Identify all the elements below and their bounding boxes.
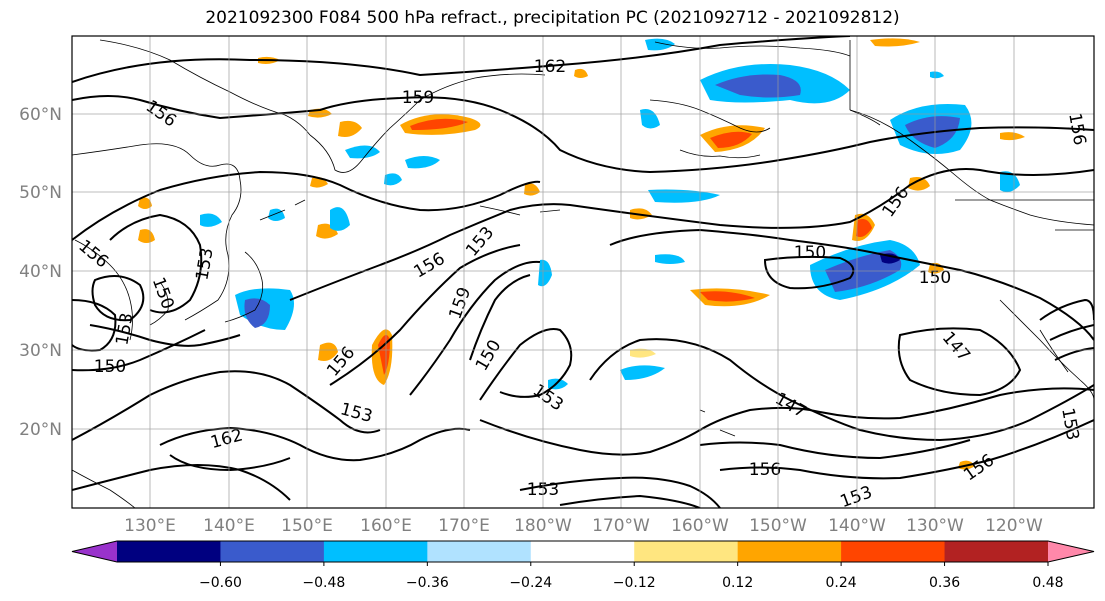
colorbar-tick-label: −0.24 [509, 575, 552, 591]
longitude-tick-label: 140°W [828, 516, 886, 536]
latitude-tick-label: 50°N [19, 183, 62, 203]
contour-label: 162 [534, 57, 566, 77]
plot-area: 162 159 156 156 153 150 150 153 156 159 … [72, 36, 1094, 508]
contour-label: 159 [402, 88, 434, 108]
latitude-tick-label: 40°N [19, 262, 62, 282]
colorbar-extend-high [1048, 541, 1094, 562]
colorbar-tick-label: −0.12 [613, 575, 656, 591]
colorbar-tick-label: 0.24 [826, 575, 857, 591]
longitude-tick-label: 160°W [671, 516, 729, 536]
latitude-labels: 60°N 50°N 40°N 30°N 20°N [19, 105, 62, 440]
colorbar-tick-label: −0.48 [302, 575, 345, 591]
longitude-tick-label: 170°E [438, 516, 490, 536]
longitude-tick-label: 150°E [281, 516, 333, 536]
colorbar-tick-label: 0.48 [1032, 575, 1063, 591]
colorbar: −0.60 −0.48 −0.36 −0.24 −0.12 0.12 0.24 0.36 0.4… [71, 540, 1095, 591]
colorbar-segment [944, 541, 1049, 562]
colorbar-tick-label: −0.60 [199, 575, 242, 591]
contour-label: 150 [794, 243, 826, 263]
longitude-tick-label: 170°W [592, 516, 650, 536]
colorbar-segment [530, 541, 635, 562]
gridlines [72, 36, 1094, 508]
colorbar-tick-label: 0.36 [929, 575, 960, 591]
colorbar-tick-label: 0.12 [722, 575, 753, 591]
latitude-tick-label: 30°N [19, 341, 62, 361]
map-title: 2021092300 F084 500 hPa refract., precip… [205, 8, 900, 28]
latitude-tick-label: 20°N [19, 420, 62, 440]
colorbar-segment [841, 541, 946, 562]
precip-shading [138, 38, 1025, 470]
longitude-tick-label: 140°E [203, 516, 255, 536]
plot-frame [71, 35, 1095, 509]
colorbar-tick-label: −0.36 [406, 575, 449, 591]
longitude-tick-label: 160°E [360, 516, 412, 536]
longitude-tick-label: 180°W [514, 516, 572, 536]
contour-label: 156 [749, 460, 781, 480]
colorbar-segment [737, 541, 842, 562]
coastlines [72, 39, 1094, 508]
colorbar-segment [634, 541, 739, 562]
longitude-tick-label: 120°W [985, 516, 1043, 536]
colorbar-outline [71, 540, 1095, 563]
longitude-tick-label: 130°W [906, 516, 964, 536]
contour-label: 150 [94, 357, 126, 377]
colorbar-segment [427, 541, 532, 562]
colorbar-segment [220, 541, 325, 562]
colorbar-extend-low [72, 541, 117, 562]
latitude-tick-label: 60°N [19, 105, 62, 125]
longitude-labels: 130°E 140°E 150°E 160°E 170°E 180°W 170°W 160°W… [124, 516, 1043, 536]
longitude-tick-label: 150°W [749, 516, 807, 536]
colorbar-segment [323, 541, 428, 562]
colorbar-segment [117, 541, 221, 562]
longitude-tick-label: 130°E [124, 516, 176, 536]
refractivity-contours [72, 36, 1094, 508]
